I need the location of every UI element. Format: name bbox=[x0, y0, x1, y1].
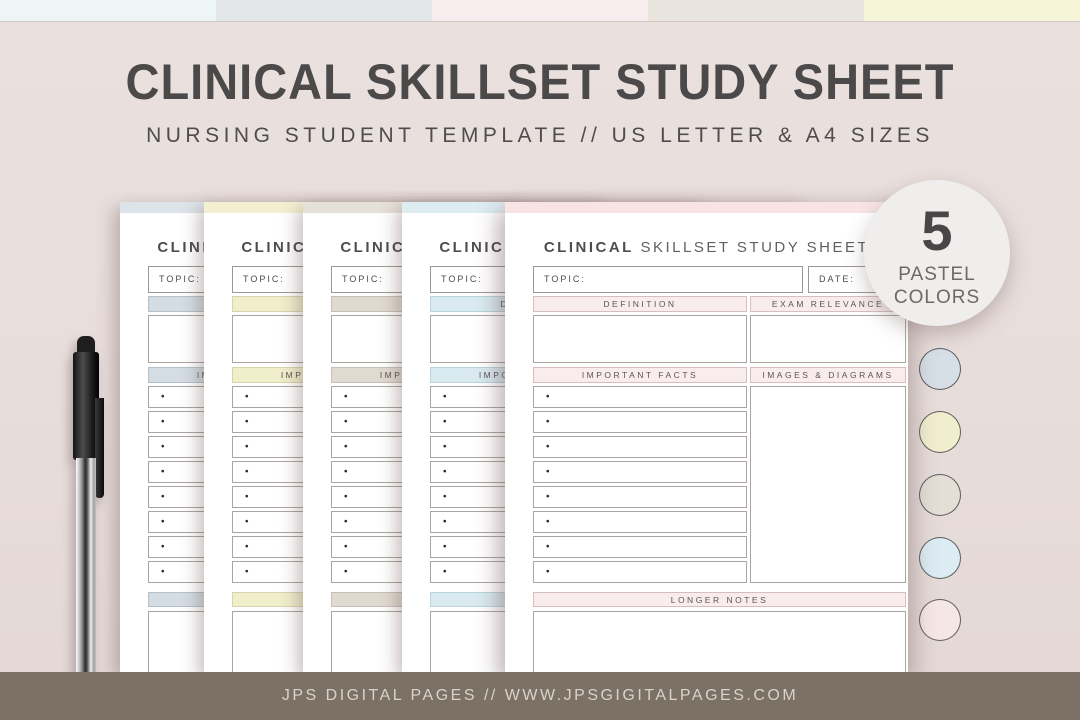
template-sheet-pink-front: CLINICAL SKILLSET STUDY SHEET TOPIC: DAT… bbox=[505, 202, 908, 672]
bullet-icon: • bbox=[245, 491, 249, 503]
bullet-icon: • bbox=[344, 491, 348, 503]
sheet-title-secondary: SKILLSET STUDY SHEET bbox=[633, 239, 870, 256]
pastel-colors-badge: 5 PASTEL COLORS bbox=[864, 180, 1010, 326]
bullet-icon: • bbox=[546, 541, 550, 553]
color-swatch-ice-blue bbox=[919, 537, 961, 579]
pen-cap bbox=[73, 352, 99, 460]
color-swatch-pink bbox=[919, 599, 961, 641]
pastel-color-strip bbox=[0, 0, 1080, 22]
images-diagrams-header: IMAGES & DIAGRAMS bbox=[750, 367, 906, 383]
fact-row: • bbox=[533, 486, 747, 508]
color-swatch-yellow bbox=[919, 411, 961, 453]
bullet-icon: • bbox=[161, 391, 165, 403]
bullet-icon: • bbox=[443, 441, 447, 453]
ballpoint-pen bbox=[70, 336, 110, 672]
bullet-icon: • bbox=[546, 416, 550, 428]
images-diagrams-box bbox=[750, 386, 906, 583]
bullet-icon: • bbox=[344, 566, 348, 578]
exam-relevance-box bbox=[750, 315, 906, 363]
bullet-icon: • bbox=[245, 391, 249, 403]
definition-header: DEFINITION bbox=[533, 296, 747, 312]
badge-number: 5 bbox=[921, 199, 953, 262]
sheet-title-primary: CLINICAL bbox=[439, 239, 530, 256]
badge-line1: PASTEL bbox=[898, 264, 976, 285]
bullet-icon: • bbox=[443, 566, 447, 578]
fact-row: • bbox=[533, 436, 747, 458]
color-swatch-beige bbox=[919, 474, 961, 516]
bullet-icon: • bbox=[161, 566, 165, 578]
fact-row: • bbox=[533, 561, 747, 583]
definition-box bbox=[533, 315, 747, 363]
sheet-accent-strip bbox=[505, 202, 908, 213]
pen-clip bbox=[95, 398, 104, 498]
bullet-icon: • bbox=[443, 516, 447, 528]
fact-row: • bbox=[533, 411, 747, 433]
footer-text: JPS DIGITAL PAGES // WWW.JPSGIGITALPAGES… bbox=[281, 687, 799, 704]
page-title: CLINICAL SKILLSET STUDY SHEET bbox=[125, 53, 955, 110]
color-strip-segment bbox=[648, 0, 864, 21]
fact-row: • bbox=[533, 461, 747, 483]
color-strip-segment bbox=[0, 0, 216, 21]
footer-bar: JPS DIGITAL PAGES // WWW.JPSGIGITALPAGES… bbox=[0, 672, 1080, 720]
pen-barrel bbox=[76, 458, 96, 672]
bullet-icon: • bbox=[161, 491, 165, 503]
bullet-icon: • bbox=[245, 441, 249, 453]
bullet-icon: • bbox=[245, 566, 249, 578]
bullet-icon: • bbox=[245, 416, 249, 428]
bullet-icon: • bbox=[245, 516, 249, 528]
bullet-icon: • bbox=[443, 466, 447, 478]
topic-field: TOPIC: bbox=[533, 266, 803, 293]
bullet-icon: • bbox=[245, 466, 249, 478]
bullet-icon: • bbox=[344, 466, 348, 478]
color-strip-segment bbox=[216, 0, 432, 21]
bullet-icon: • bbox=[161, 416, 165, 428]
bullet-icon: • bbox=[161, 516, 165, 528]
bullet-icon: • bbox=[443, 391, 447, 403]
longer-notes-box bbox=[533, 611, 906, 672]
bullet-icon: • bbox=[344, 391, 348, 403]
longer-notes-header: LONGER NOTES bbox=[533, 592, 906, 607]
color-strip-segment bbox=[864, 0, 1080, 21]
bullet-icon: • bbox=[546, 566, 550, 578]
sheet-title-primary: CLINICAL bbox=[543, 239, 634, 256]
bullet-icon: • bbox=[443, 491, 447, 503]
page-subtitle: NURSING STUDENT TEMPLATE // US LETTER & … bbox=[146, 124, 934, 147]
bullet-icon: • bbox=[161, 441, 165, 453]
bullet-icon: • bbox=[443, 541, 447, 553]
bullet-icon: • bbox=[546, 441, 550, 453]
bullet-icon: • bbox=[546, 491, 550, 503]
bullet-icon: • bbox=[245, 541, 249, 553]
bullet-icon: • bbox=[161, 541, 165, 553]
bullet-icon: • bbox=[161, 466, 165, 478]
badge-line2: COLORS bbox=[893, 287, 981, 308]
important-facts-header: IMPORTANT FACTS bbox=[533, 367, 747, 383]
color-swatch-blue-gray bbox=[919, 348, 961, 390]
bullet-icon: • bbox=[344, 441, 348, 453]
bullet-icon: • bbox=[344, 516, 348, 528]
bullet-icon: • bbox=[443, 416, 447, 428]
sheet-title: CLINICAL SKILLSET STUDY SHEET bbox=[505, 239, 908, 259]
bullet-icon: • bbox=[546, 466, 550, 478]
fact-row: • bbox=[533, 386, 747, 408]
bullet-icon: • bbox=[546, 516, 550, 528]
fact-row: • bbox=[533, 536, 747, 558]
bullet-icon: • bbox=[344, 416, 348, 428]
color-strip-segment bbox=[432, 0, 648, 21]
bullet-icon: • bbox=[344, 541, 348, 553]
fact-row: • bbox=[533, 511, 747, 533]
bullet-icon: • bbox=[546, 391, 550, 403]
